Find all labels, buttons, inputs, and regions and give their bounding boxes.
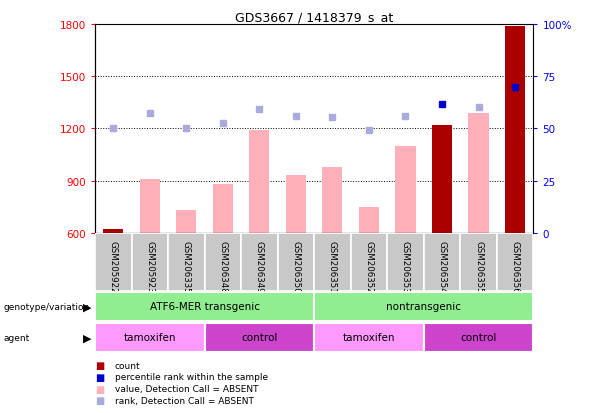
- Bar: [177, 211, 196, 233]
- Text: GSM206352: GSM206352: [365, 240, 373, 293]
- Bar: [213, 185, 233, 233]
- Text: value, Detection Call = ABSENT: value, Detection Call = ABSENT: [115, 384, 258, 393]
- Text: GSM205923: GSM205923: [145, 240, 154, 293]
- Text: ▶: ▶: [83, 301, 92, 312]
- Text: GSM206335: GSM206335: [182, 240, 191, 293]
- Bar: [249, 131, 270, 233]
- Bar: [387, 233, 424, 291]
- Bar: [460, 233, 497, 291]
- Bar: [359, 207, 379, 233]
- Bar: [205, 323, 314, 352]
- Bar: [168, 233, 205, 291]
- Text: GSM206356: GSM206356: [511, 240, 520, 293]
- Bar: [497, 233, 533, 291]
- Bar: [505, 26, 525, 233]
- Text: ■: ■: [95, 395, 104, 405]
- Bar: [322, 167, 343, 233]
- Title: GDS3667 / 1418379_s_at: GDS3667 / 1418379_s_at: [235, 11, 394, 24]
- Bar: [132, 233, 168, 291]
- Text: GSM206350: GSM206350: [291, 240, 300, 293]
- Bar: [351, 233, 387, 291]
- Bar: [468, 114, 489, 233]
- Text: GSM206354: GSM206354: [438, 240, 446, 293]
- Bar: [140, 180, 160, 233]
- Text: rank, Detection Call = ABSENT: rank, Detection Call = ABSENT: [115, 396, 254, 405]
- Bar: [278, 233, 314, 291]
- Bar: [95, 233, 132, 291]
- Text: GSM206355: GSM206355: [474, 240, 483, 293]
- Bar: [241, 233, 278, 291]
- Bar: [505, 26, 525, 233]
- Text: control: control: [460, 332, 497, 343]
- Bar: [432, 126, 452, 233]
- Text: genotype/variation: genotype/variation: [3, 302, 89, 311]
- Bar: [103, 230, 123, 233]
- Bar: [395, 147, 416, 233]
- Text: nontransgenic: nontransgenic: [386, 301, 461, 312]
- Bar: [205, 233, 241, 291]
- Text: control: control: [241, 332, 278, 343]
- Bar: [314, 323, 424, 352]
- Bar: [286, 176, 306, 233]
- Text: GSM206348: GSM206348: [218, 240, 227, 293]
- Text: count: count: [115, 361, 140, 370]
- Text: ■: ■: [95, 384, 104, 394]
- Bar: [424, 233, 460, 291]
- Bar: [314, 233, 351, 291]
- Text: ■: ■: [95, 372, 104, 382]
- Text: GSM206353: GSM206353: [401, 240, 410, 293]
- Text: tamoxifen: tamoxifen: [124, 332, 176, 343]
- Text: percentile rank within the sample: percentile rank within the sample: [115, 373, 268, 382]
- Text: GSM206351: GSM206351: [328, 240, 337, 293]
- Text: GSM206349: GSM206349: [255, 240, 264, 293]
- Text: tamoxifen: tamoxifen: [343, 332, 395, 343]
- Text: ▶: ▶: [83, 332, 92, 343]
- Bar: [95, 292, 314, 321]
- Bar: [95, 323, 205, 352]
- Bar: [432, 126, 452, 233]
- Bar: [103, 230, 123, 233]
- Text: GSM205922: GSM205922: [109, 240, 118, 293]
- Bar: [424, 323, 533, 352]
- Text: ■: ■: [95, 361, 104, 370]
- Text: agent: agent: [3, 333, 29, 342]
- Text: ATF6-MER transgenic: ATF6-MER transgenic: [150, 301, 259, 312]
- Bar: [314, 292, 533, 321]
